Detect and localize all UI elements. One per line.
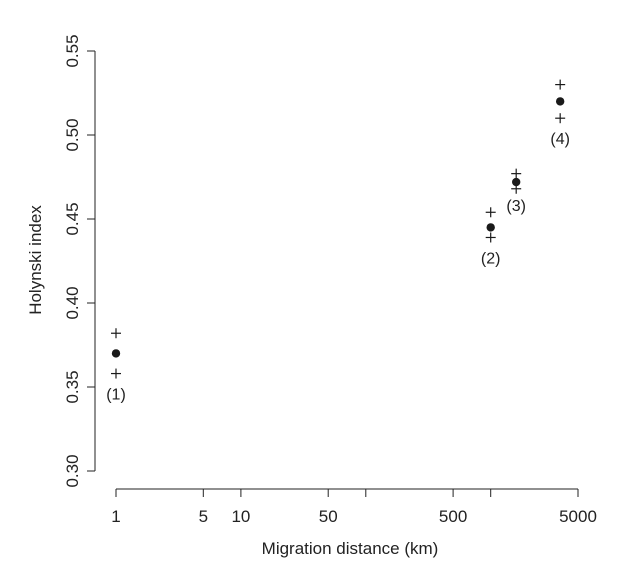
point-label: (1) <box>106 387 126 404</box>
x-tick-label: 5 <box>199 507 208 526</box>
data-point-group: (4) <box>550 79 570 148</box>
y-axis-label: Holynski index <box>26 205 45 315</box>
data-point-group: (1) <box>106 328 126 404</box>
upper-bound-marker <box>485 207 496 218</box>
data-point <box>486 223 495 232</box>
x-tick-label: 10 <box>231 507 250 526</box>
x-tick-label: 50 <box>319 507 338 526</box>
upper-bound-marker <box>111 328 121 339</box>
point-label: (4) <box>550 131 570 148</box>
data-point <box>511 177 521 187</box>
x-tick-label: 5000 <box>559 507 597 526</box>
lower-bound-marker <box>555 113 566 124</box>
y-tick-label: 0.35 <box>63 370 82 403</box>
lower-bound-marker <box>111 368 121 379</box>
x-tick-label: 500 <box>439 507 467 526</box>
data-point <box>555 97 565 106</box>
data-marks: (1) (2) (3) (4) <box>106 79 570 404</box>
y-tick-label: 0.55 <box>63 34 82 67</box>
y-tick-label: 0.45 <box>63 202 82 235</box>
axes: 0.30 0.35 0.40 0.45 0.50 0.55 1 5 10 50 500 5000 <box>63 34 597 526</box>
data-point <box>111 349 121 358</box>
y-tick-label: 0.30 <box>63 454 82 487</box>
upper-bound-marker <box>555 79 566 90</box>
data-point-group: (3) <box>506 168 526 215</box>
point-label: (2) <box>481 250 501 267</box>
data-point-group: (2) <box>481 207 501 267</box>
y-tick-label: 0.50 <box>63 118 82 151</box>
x-axis-label: Migration distance (km) <box>262 539 439 558</box>
x-tick-label: 1 <box>111 507 120 526</box>
upper-bound-marker <box>511 168 522 179</box>
point-label: (3) <box>506 198 526 215</box>
y-tick-label: 0.40 <box>63 286 82 319</box>
lower-bound-marker <box>485 232 496 243</box>
